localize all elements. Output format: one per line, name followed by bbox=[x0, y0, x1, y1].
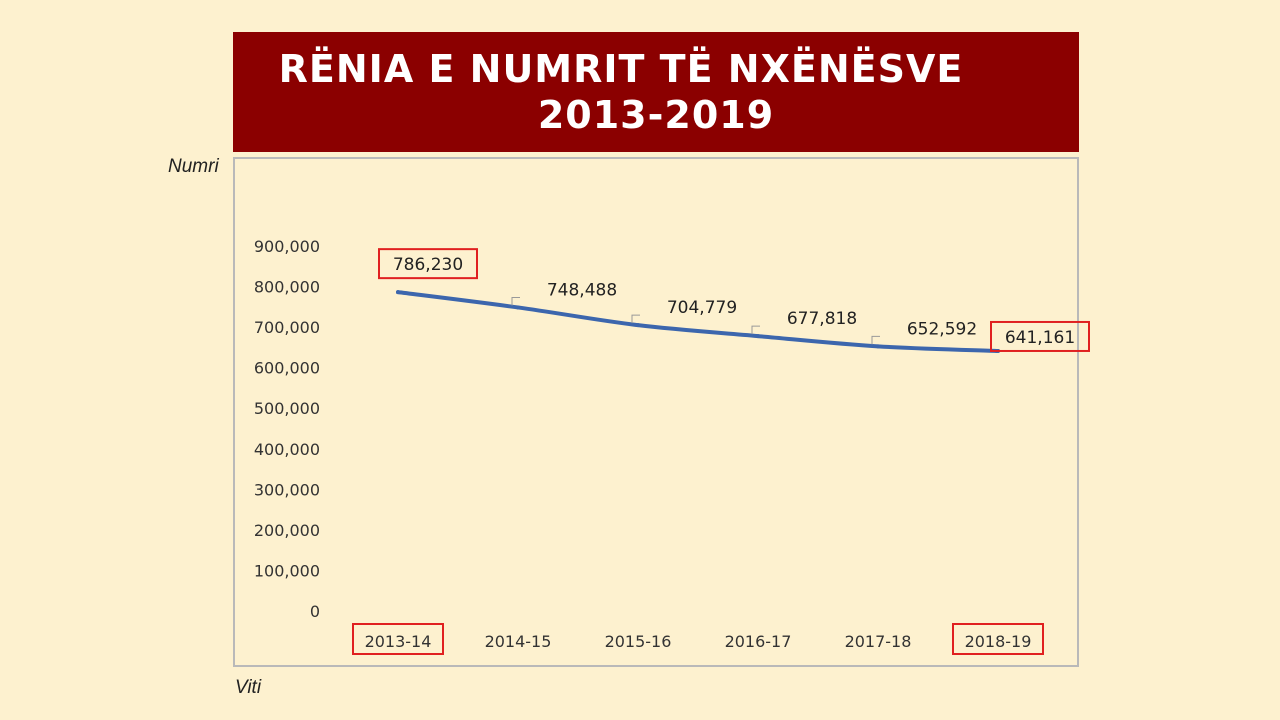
y-tick-label: 100,000 bbox=[254, 561, 320, 580]
series-line bbox=[396, 290, 1000, 353]
y-tick-label: 500,000 bbox=[254, 399, 320, 418]
data-label: 786,230 bbox=[393, 255, 463, 275]
highlight-box bbox=[352, 623, 444, 655]
x-axis-label: Viti bbox=[235, 677, 262, 698]
x-tick-label: 2015-16 bbox=[605, 632, 672, 651]
highlight-box bbox=[378, 248, 478, 280]
data-point bbox=[516, 305, 520, 310]
label-leader-line bbox=[751, 325, 760, 335]
y-tick-label: 900,000 bbox=[254, 237, 320, 256]
chart-title-line1: RËNIA E NUMRIT TË NXËNËSVE bbox=[278, 47, 964, 91]
data-point bbox=[636, 323, 640, 328]
data-label: 652,592 bbox=[907, 319, 977, 339]
label-leader-line bbox=[871, 335, 880, 345]
label-leader-line bbox=[511, 296, 520, 306]
data-point bbox=[756, 334, 760, 339]
x-tick-label: 2017-18 bbox=[845, 632, 912, 651]
data-label: 641,161 bbox=[1005, 328, 1075, 348]
y-tick-label: 200,000 bbox=[254, 521, 320, 540]
x-tick-label: 2018-19 bbox=[965, 632, 1032, 651]
data-label: 704,779 bbox=[667, 298, 737, 318]
y-tick-label: 800,000 bbox=[254, 278, 320, 297]
chart-title-line2: 2013-2019 bbox=[537, 93, 775, 137]
y-axis-label: Numri bbox=[168, 156, 219, 177]
highlight-box bbox=[952, 623, 1044, 655]
x-tick-label: 2016-17 bbox=[725, 632, 792, 651]
x-tick-label: 2014-15 bbox=[485, 632, 552, 651]
highlight-box bbox=[990, 320, 1090, 352]
title-banner: RËNIA E NUMRIT TË NXËNËSVE 2013-2019 bbox=[233, 32, 1079, 152]
label-leader-line bbox=[631, 314, 640, 324]
y-tick-label: 600,000 bbox=[254, 359, 320, 378]
chart-frame bbox=[233, 157, 1079, 667]
x-tick-label: 2013-14 bbox=[365, 632, 432, 651]
data-point bbox=[876, 344, 880, 349]
data-label: 748,488 bbox=[547, 280, 617, 300]
y-tick-label: 300,000 bbox=[254, 480, 320, 499]
y-tick-label: 700,000 bbox=[254, 318, 320, 337]
data-point bbox=[396, 290, 400, 295]
data-label: 677,818 bbox=[787, 309, 857, 329]
y-tick-label: 400,000 bbox=[254, 440, 320, 459]
y-tick-label: 0 bbox=[310, 602, 320, 621]
